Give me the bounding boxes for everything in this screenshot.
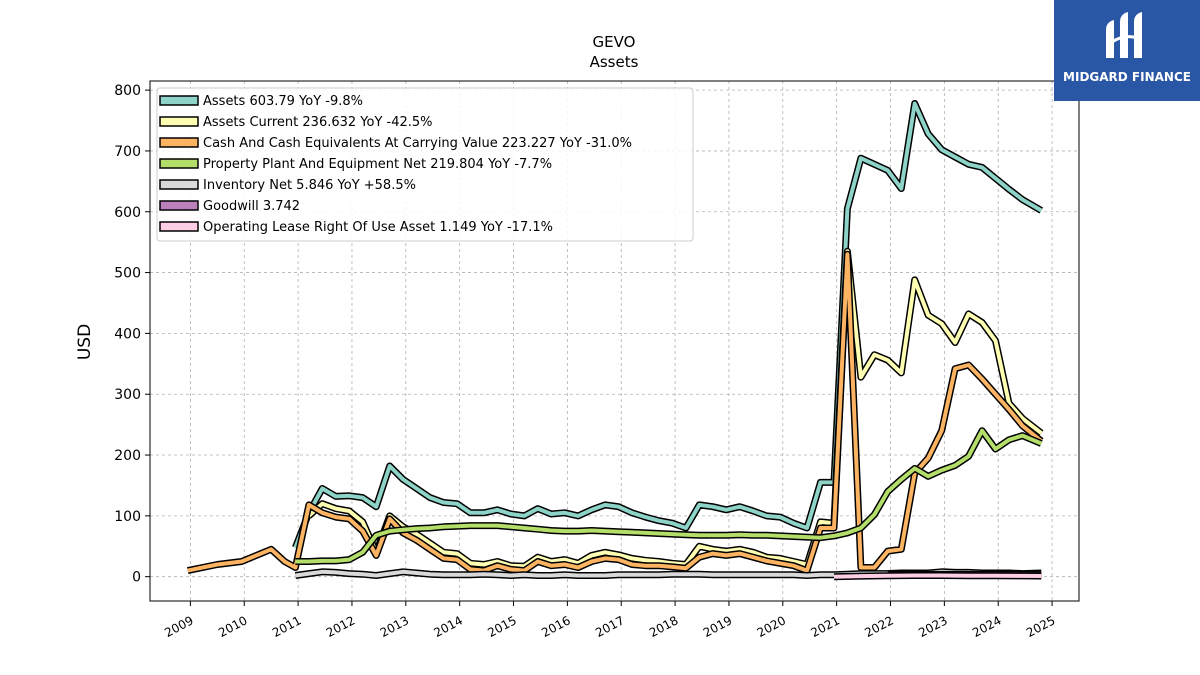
x-tick-label: 2017 <box>593 613 627 640</box>
x-tick-label: 2011 <box>270 613 304 640</box>
brand-logo: MIDGARD FINANCE <box>1054 0 1200 101</box>
series-line <box>295 428 1043 564</box>
legend-swatch <box>159 179 199 190</box>
y-tick-label: 500 <box>114 266 141 282</box>
x-tick-label: 2016 <box>539 613 573 640</box>
y-tick-label: 300 <box>114 387 141 403</box>
y-tick-label: 400 <box>114 326 141 342</box>
legend-entry: Property Plant And Equipment Net 219.804… <box>203 157 552 172</box>
x-tick-label: 2012 <box>324 613 358 640</box>
series-layer <box>186 100 1044 581</box>
brand-name: MIDGARD FINANCE <box>1063 70 1191 84</box>
series-property-plant-and-equipment-net <box>295 427 1043 565</box>
legend-box <box>156 87 694 242</box>
chart-subtitle: Assets <box>590 53 639 71</box>
series-assets <box>292 100 1044 549</box>
series-assets-current <box>306 247 1044 570</box>
x-tick-label: 2009 <box>162 613 196 640</box>
legend-entry: Operating Lease Right Of Use Asset 1.149… <box>203 220 553 235</box>
y-tick-label: 0 <box>132 570 141 586</box>
chart-title: GEVO <box>593 33 636 51</box>
x-tick-label: 2019 <box>701 613 735 640</box>
y-tick-label: 200 <box>114 448 141 464</box>
y-axis: 0 100 200 300 400 500 600 700 800 <box>114 83 150 586</box>
legend: Assets 603.79 YoY -9.8% Assets Current 23… <box>156 87 694 242</box>
legend-swatch <box>159 200 199 211</box>
legend-entry: Inventory Net 5.846 YoY +58.5% <box>203 178 416 193</box>
series-cash-and-cash-equivalents-at-carrying-value <box>186 250 1044 575</box>
x-tick-label: 2024 <box>970 613 1004 640</box>
x-tick-label: 2013 <box>378 613 412 640</box>
x-axis: 2009 2010 2011 2012 2013 2014 2015 2016 2017 2018… <box>162 601 1057 640</box>
series-line <box>307 249 1043 569</box>
plot-frame <box>149 80 1080 602</box>
y-tick-label: 600 <box>114 205 141 221</box>
series-line <box>833 573 1042 579</box>
x-tick-label: 2023 <box>916 613 950 640</box>
x-tick-label: 2014 <box>432 613 466 640</box>
series-line <box>187 252 1043 573</box>
legend-swatch <box>159 137 199 148</box>
legend-swatch <box>159 158 199 169</box>
x-tick-label: 2022 <box>862 613 896 640</box>
legend-entry: Goodwill 3.742 <box>203 199 300 214</box>
x-tick-label: 2015 <box>485 613 519 640</box>
y-axis-label: USD <box>75 324 95 360</box>
series-line <box>293 101 1043 549</box>
brand-mark-icon <box>1106 12 1142 58</box>
x-tick-label: 2018 <box>647 613 681 640</box>
x-tick-label: 2010 <box>216 613 250 640</box>
x-tick-label: 2021 <box>809 613 843 640</box>
legend-swatch <box>159 95 199 106</box>
y-tick-label: 700 <box>114 144 141 160</box>
y-tick-label: 100 <box>114 509 141 525</box>
legend-swatch <box>159 116 199 127</box>
legend-entry: Assets Current 236.632 YoY -42.5% <box>203 115 433 130</box>
x-tick-label: 2025 <box>1024 613 1058 640</box>
x-tick-label: 2020 <box>755 613 789 640</box>
legend-swatch <box>159 221 199 232</box>
series-operating-lease-right-of-use-asset <box>833 572 1042 581</box>
legend-entry: Cash And Cash Equivalents At Carrying Va… <box>203 136 632 151</box>
legend-entry: Assets 603.79 YoY -9.8% <box>203 94 363 109</box>
y-tick-label: 800 <box>114 83 141 99</box>
